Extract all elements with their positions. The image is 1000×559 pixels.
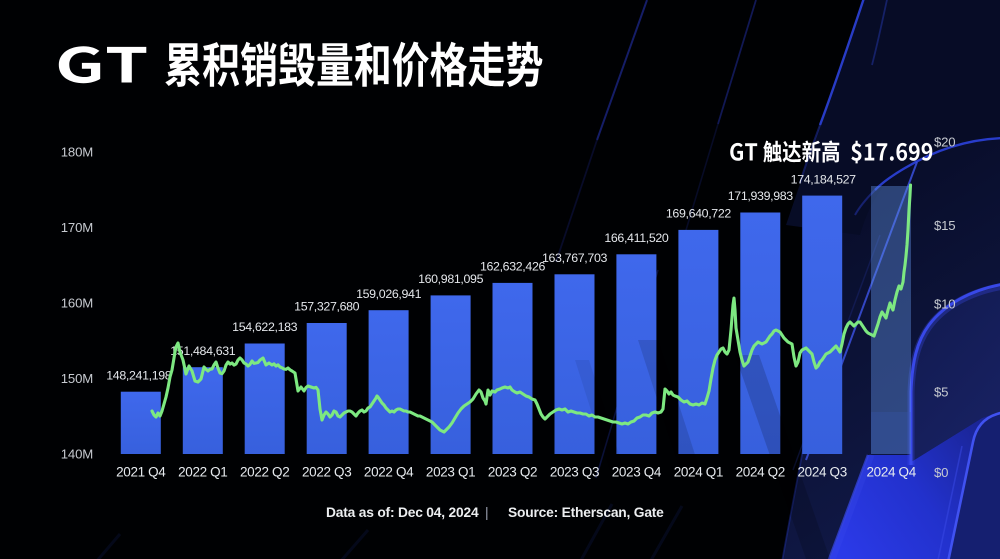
svg-text:2023 Q1: 2023 Q1 — [426, 464, 475, 479]
svg-text:171,939,983: 171,939,983 — [728, 189, 794, 203]
svg-text:157,327,680: 157,327,680 — [294, 300, 360, 314]
svg-text:$0: $0 — [934, 465, 948, 480]
svg-text:$5: $5 — [934, 385, 948, 400]
svg-text:2024 Q3: 2024 Q3 — [798, 464, 847, 479]
svg-text:169,640,722: 169,640,722 — [666, 207, 732, 221]
svg-text:2022 Q3: 2022 Q3 — [302, 464, 351, 479]
svg-text:Source: Etherscan, Gate: Source: Etherscan, Gate — [508, 505, 664, 520]
svg-text:159,026,941: 159,026,941 — [356, 287, 422, 301]
svg-text:151,484,631: 151,484,631 — [170, 344, 236, 358]
svg-text:2021 Q4: 2021 Q4 — [116, 464, 166, 479]
svg-text:160,981,095: 160,981,095 — [418, 272, 484, 286]
svg-text:166,411,520: 166,411,520 — [604, 231, 669, 245]
svg-text:162,632,426: 162,632,426 — [480, 260, 546, 274]
svg-text:2022 Q4: 2022 Q4 — [364, 464, 414, 479]
svg-text:|: | — [485, 505, 489, 520]
svg-text:2023 Q3: 2023 Q3 — [550, 464, 599, 479]
svg-text:163,767,703: 163,767,703 — [542, 251, 608, 265]
svg-text:150M: 150M — [61, 371, 93, 386]
svg-text:2024 Q4: 2024 Q4 — [867, 464, 917, 479]
svg-text:140M: 140M — [61, 447, 93, 462]
svg-text:174,184,527: 174,184,527 — [791, 172, 857, 186]
svg-text:180M: 180M — [61, 144, 93, 159]
svg-text:$20: $20 — [934, 135, 955, 150]
svg-text:2024 Q1: 2024 Q1 — [674, 464, 723, 479]
svg-text:2023 Q4: 2023 Q4 — [612, 464, 662, 479]
svg-text:2024 Q2: 2024 Q2 — [736, 464, 785, 479]
svg-text:Data as of: Dec 04, 2024: Data as of: Dec 04, 2024 — [326, 505, 479, 520]
svg-text:2022 Q1: 2022 Q1 — [178, 464, 227, 479]
svg-text:2022 Q2: 2022 Q2 — [240, 464, 289, 479]
svg-text:148,241,198: 148,241,198 — [106, 368, 172, 382]
svg-text:$15: $15 — [934, 218, 955, 233]
svg-text:170M: 170M — [61, 220, 93, 235]
svg-text:154,622,183: 154,622,183 — [232, 320, 298, 334]
svg-text:160M: 160M — [61, 296, 93, 311]
svg-text:2023 Q2: 2023 Q2 — [488, 464, 537, 479]
svg-text:$10: $10 — [934, 296, 955, 311]
